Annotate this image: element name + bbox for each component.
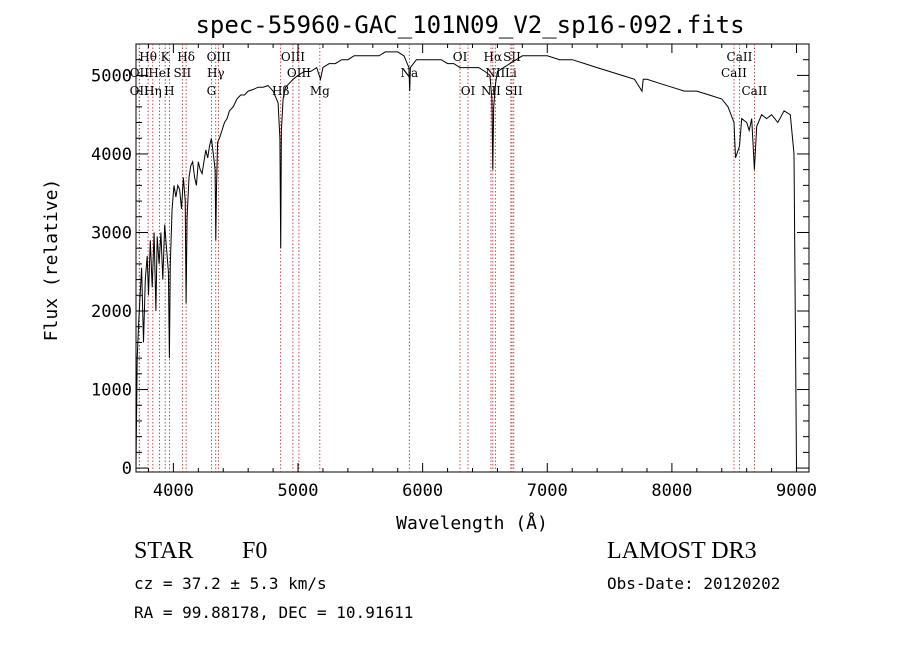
- marker-label-10: HeI: [148, 66, 171, 80]
- observation-date: Obs-Date: 20120202: [607, 574, 781, 593]
- object-subclass: F0: [242, 538, 268, 564]
- marker-label-8: CaII: [727, 50, 753, 64]
- y-tick-label-4: 4000: [91, 145, 132, 165]
- marker-label-11: SII: [174, 66, 192, 80]
- marker-label-19: Hη: [144, 84, 162, 98]
- y-axis-label: Flux (relative): [41, 179, 62, 342]
- x-tick-label-4: 8000: [651, 481, 692, 501]
- marker-label-5: OI: [453, 50, 468, 64]
- flux-series-line: [135, 51, 797, 469]
- marker-label-7: SII: [503, 50, 521, 64]
- marker-label-13: OIII: [287, 66, 311, 80]
- marker-label-1: K: [161, 50, 171, 64]
- marker-label-3: OIII: [207, 50, 231, 64]
- marker-label-20: H: [164, 84, 174, 98]
- marker-label-16: Li: [505, 66, 517, 80]
- x-tick-label-3: 7000: [527, 481, 568, 501]
- x-tick-label-2: 6000: [402, 481, 443, 501]
- y-tick-label-5: 5000: [91, 66, 132, 86]
- x-tick-label-5: 9000: [776, 481, 817, 501]
- marker-label-23: Mg: [310, 84, 330, 98]
- redshift-velocity: cz = 37.2 ± 5.3 km/s: [134, 574, 327, 593]
- marker-label-21: G: [207, 84, 217, 98]
- axes: 4000 5000 6000 7000 8000 9000 0 1000 2000 3000 400…: [91, 44, 817, 501]
- x-tick-label-0: 4000: [153, 481, 194, 501]
- sky-coordinates: RA = 99.88178, DEC = 10.91611: [134, 603, 414, 622]
- plot-frame: [135, 43, 810, 473]
- marker-label-27: CaII: [741, 84, 767, 98]
- chart-title: spec-55960-GAC_101N09_V2_sp16-092.fits: [195, 11, 744, 39]
- x-tick-label-1: 5000: [278, 481, 319, 501]
- y-tick-label-1: 1000: [91, 381, 132, 401]
- y-tick-label-2: 2000: [91, 302, 132, 322]
- y-tick-label-0: 0: [122, 459, 132, 479]
- marker-label-0: Hθ: [139, 50, 157, 64]
- marker-label-2: Hδ: [177, 50, 195, 64]
- marker-label-17: CaII: [721, 66, 747, 80]
- marker-label-24: OI: [461, 84, 476, 98]
- marker-label-12: Hγ: [207, 66, 225, 80]
- object-class: STAR: [134, 538, 194, 564]
- x-axis-label: Wavelength (Å): [396, 512, 548, 534]
- y-tick-label-3: 3000: [91, 223, 132, 243]
- marker-label-4: OIII: [281, 50, 305, 64]
- survey-name: LAMOST DR3: [607, 538, 757, 564]
- marker-label-6: Hα: [484, 50, 503, 64]
- marker-label-26: SII: [505, 84, 523, 98]
